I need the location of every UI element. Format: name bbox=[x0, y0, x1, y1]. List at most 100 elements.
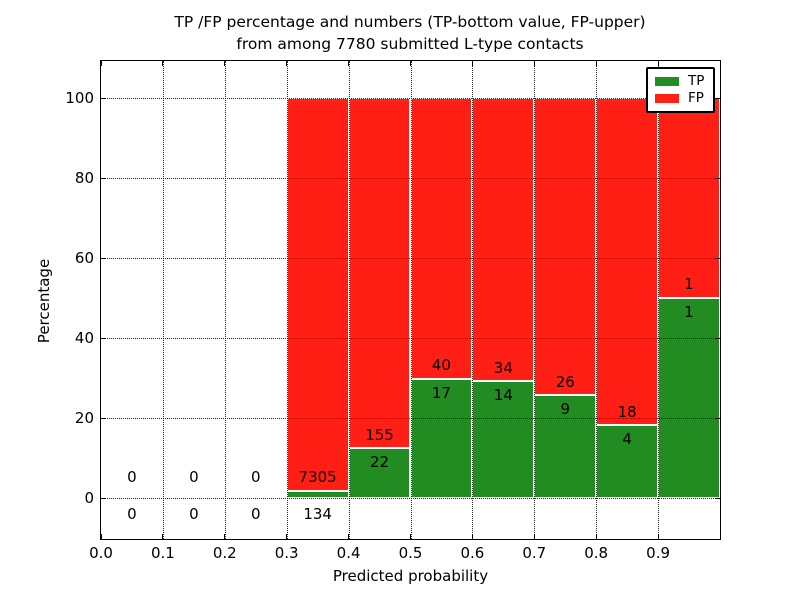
tp-count-label: 134 bbox=[303, 504, 332, 523]
y-tick-label: 20 bbox=[74, 409, 94, 427]
tp-bar bbox=[658, 298, 720, 498]
fp-count-label: 1 bbox=[684, 275, 694, 294]
legend-item-fp: FP bbox=[648, 92, 713, 105]
tp-bar bbox=[596, 425, 659, 498]
x-tick-label: 0.3 bbox=[274, 544, 299, 562]
x-tick-label: 0.4 bbox=[336, 544, 361, 562]
y-tick-left bbox=[101, 497, 106, 499]
fp-count-label: 7305 bbox=[298, 467, 337, 486]
x-tick-bottom bbox=[162, 534, 164, 539]
x-gridline bbox=[162, 61, 164, 539]
y-gridline bbox=[101, 178, 720, 179]
y-tick-right bbox=[715, 337, 720, 339]
x-gridline bbox=[596, 61, 598, 539]
x-tick-bottom bbox=[348, 534, 350, 539]
x-tick-top bbox=[224, 61, 226, 66]
y-tick-right bbox=[715, 257, 720, 259]
x-tick-top bbox=[410, 61, 411, 66]
y-gridline bbox=[101, 498, 720, 499]
y-tick-right bbox=[715, 497, 720, 499]
x-gridline bbox=[224, 61, 226, 539]
x-tick-bottom bbox=[410, 534, 411, 539]
legend: TP FP bbox=[646, 67, 715, 113]
tp-count-label: 0 bbox=[127, 504, 137, 523]
tp-legend-swatch bbox=[655, 76, 679, 86]
x-tick-bottom bbox=[286, 534, 288, 539]
x-gridline bbox=[348, 61, 350, 539]
x-tick-top bbox=[348, 61, 350, 66]
fp-legend-swatch bbox=[655, 94, 679, 104]
x-tick-top bbox=[162, 61, 164, 66]
y-tick-left bbox=[101, 97, 106, 99]
fp-count-label: 18 bbox=[617, 402, 637, 421]
tp-count-label: 0 bbox=[250, 504, 261, 523]
y-tick-label: 40 bbox=[74, 329, 94, 347]
x-tick-bottom bbox=[100, 534, 102, 539]
y-tick-right bbox=[715, 417, 720, 419]
y-gridline bbox=[101, 418, 720, 419]
x-tick-label: 0.5 bbox=[398, 544, 423, 562]
tp-count-label: 14 bbox=[493, 386, 513, 405]
y-gridline bbox=[101, 338, 720, 339]
fp-count-label: 34 bbox=[493, 358, 513, 377]
fp-count-label: 40 bbox=[431, 356, 451, 375]
x-tick-label: 0.0 bbox=[89, 544, 113, 562]
y-tick-left bbox=[101, 417, 106, 419]
tp-count-label: 17 bbox=[431, 383, 451, 402]
x-tick-label: 0.1 bbox=[150, 544, 175, 562]
x-tick-top bbox=[100, 61, 102, 66]
y-tick-label: 100 bbox=[65, 89, 94, 107]
x-tick-top bbox=[533, 61, 535, 66]
x-tick-bottom bbox=[595, 534, 597, 539]
fp-bar bbox=[534, 98, 597, 396]
chart-title-line2: from among 7780 submitted L-type contact… bbox=[236, 35, 584, 53]
fp-bar bbox=[658, 98, 720, 298]
tp-count-label: 9 bbox=[560, 400, 571, 419]
chart-title: TP /FP percentage and numbers (TP-bottom… bbox=[90, 11, 730, 55]
fp-count-label: 0 bbox=[189, 467, 199, 486]
x-tick-top bbox=[471, 61, 473, 66]
x-tick-bottom bbox=[533, 534, 535, 539]
y-tick-left bbox=[101, 177, 106, 179]
x-gridline bbox=[286, 61, 288, 539]
fp-count-label: 26 bbox=[555, 372, 575, 391]
tp-legend-label: TP bbox=[688, 72, 705, 89]
y-tick-label: 60 bbox=[74, 249, 94, 267]
y-gridline bbox=[101, 98, 720, 99]
y-tick-right bbox=[715, 177, 720, 179]
y-tick-left bbox=[101, 337, 106, 339]
fp-bar bbox=[410, 98, 473, 379]
y-tick-label: 80 bbox=[74, 169, 94, 187]
x-tick-bottom bbox=[471, 534, 473, 539]
tp-bar bbox=[286, 490, 349, 498]
fp-bar bbox=[286, 98, 349, 491]
tp-count-label: 0 bbox=[189, 504, 199, 523]
x-tick-label: 0.7 bbox=[522, 544, 547, 562]
x-gridline bbox=[658, 61, 660, 539]
x-tick-bottom bbox=[224, 534, 226, 539]
x-gridline bbox=[472, 61, 474, 539]
x-tick-label: 0.9 bbox=[646, 544, 671, 562]
fp-count-label: 0 bbox=[250, 467, 261, 486]
x-tick-label: 0.8 bbox=[584, 544, 609, 562]
tp-bar bbox=[472, 381, 535, 498]
x-tick-top bbox=[595, 61, 597, 66]
x-gridline bbox=[410, 61, 412, 539]
fp-count-label: 0 bbox=[127, 467, 137, 486]
x-tick-top bbox=[286, 61, 288, 66]
x-tick-bottom bbox=[657, 534, 659, 539]
tp-count-label: 22 bbox=[370, 453, 390, 472]
fp-bar bbox=[596, 98, 659, 426]
y-tick-label: 0 bbox=[84, 489, 94, 507]
plot-area: 0 0 0 0 0 0 7305 134 155 22 40 17 34 14 26 9 18 4 1 1 bbox=[100, 60, 721, 540]
fp-bar bbox=[348, 98, 411, 449]
chart-title-line1: TP /FP percentage and numbers (TP-bottom… bbox=[174, 13, 646, 31]
fp-count-label: 155 bbox=[365, 425, 394, 444]
x-tick-label: 0.2 bbox=[212, 544, 237, 562]
x-tick-top bbox=[657, 61, 659, 66]
y-tick-left bbox=[101, 257, 106, 259]
y-tick-right bbox=[715, 97, 720, 99]
legend-item-tp: TP bbox=[648, 72, 713, 89]
y-gridline bbox=[101, 258, 720, 259]
